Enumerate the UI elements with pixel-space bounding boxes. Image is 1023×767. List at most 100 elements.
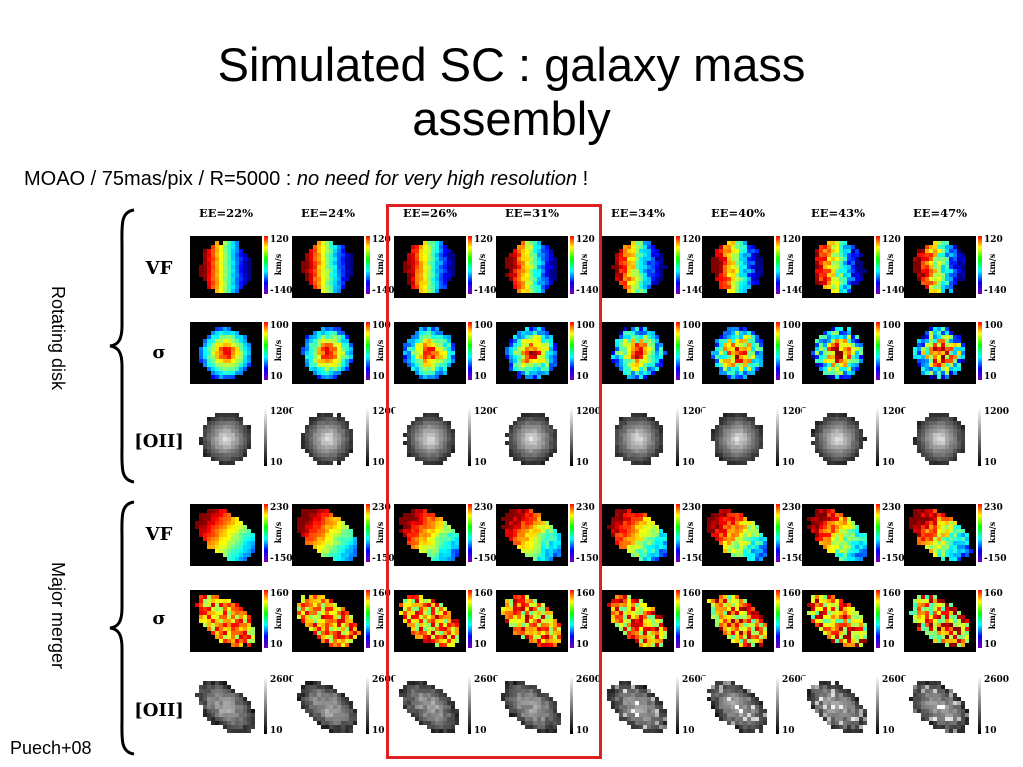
colorbar <box>776 676 779 734</box>
map-panel: 120 -140 km/s <box>394 235 497 298</box>
colorbar-max: 2600 <box>782 675 808 685</box>
merger-flux-map <box>190 676 262 738</box>
colorbar-max: 120 <box>576 235 595 245</box>
colorbar-max: 120 <box>682 235 701 245</box>
map-panel: 160 10 km/s <box>394 590 496 652</box>
colorbar <box>264 408 267 466</box>
map-panel: 230 -150 km/s <box>904 504 1007 566</box>
map-panel: 120 -140 km/s <box>602 235 705 298</box>
major-merger-brace <box>109 500 135 756</box>
colorbar-max: 120 <box>474 235 493 245</box>
colorbar-min: 10 <box>882 372 895 382</box>
colorbar-max: 230 <box>372 503 391 513</box>
colorbar-max: 230 <box>576 503 595 513</box>
map-panel: 120 -140 km/s <box>904 235 1007 298</box>
title-line-2: assembly <box>412 92 611 145</box>
colorbar-unit: km/s <box>785 607 796 630</box>
disk-flux-map <box>602 408 674 470</box>
colorbar <box>468 236 472 294</box>
row-label: σ <box>152 608 166 629</box>
colorbar <box>978 322 982 380</box>
map-panel: 2600 10 <box>292 676 397 738</box>
colorbar <box>468 504 472 562</box>
colorbar <box>570 504 574 562</box>
map-panel: 2600 10 <box>496 675 602 738</box>
colorbar <box>876 676 879 734</box>
colorbar-unit: km/s <box>987 521 998 544</box>
merger-dispersion-map <box>292 590 364 652</box>
colorbar-max: 100 <box>682 321 701 331</box>
merger-flux-map <box>802 676 874 738</box>
disk-dispersion-map <box>394 322 466 384</box>
colorbar-max: 120 <box>372 235 391 245</box>
slide-title: Simulated SC : galaxy mass assembly <box>0 38 1023 146</box>
colorbar-max: 230 <box>782 503 801 513</box>
disk-dispersion-map <box>702 322 774 384</box>
colorbar-unit: km/s <box>273 253 284 276</box>
title-line-1: Simulated SC : galaxy mass <box>217 38 806 91</box>
colorbar-max: 2600 <box>474 675 500 685</box>
map-panel: 230 -150 km/s <box>702 503 805 566</box>
disk-dispersion-map <box>602 322 674 384</box>
column-header: EE=47% <box>912 206 968 220</box>
map-panel: 1200 10 <box>904 407 1010 470</box>
colorbar-max: 2600 <box>270 675 296 685</box>
row-label: [OII] <box>134 431 184 452</box>
rotating-disk-label: Rotating disk <box>48 286 68 391</box>
colorbar-unit: km/s <box>685 521 696 544</box>
disk-flux-map <box>802 408 874 470</box>
colorbar-unit: km/s <box>785 521 796 544</box>
colorbar-min: -140 <box>984 286 1007 296</box>
colorbar-min: -150 <box>984 554 1007 564</box>
merger-flux-map <box>292 676 364 738</box>
column-header: EE=26% <box>402 206 458 220</box>
colorbar-min: 10 <box>984 458 997 468</box>
disk-velocity-map <box>802 236 874 298</box>
disk-velocity-map <box>602 236 674 298</box>
colorbar <box>366 676 369 734</box>
colorbar-min: -150 <box>882 554 905 564</box>
colorbar-max: 120 <box>984 235 1003 245</box>
colorbar-max: 1200 <box>270 407 296 417</box>
map-panel: 2600 10 <box>802 676 907 738</box>
map-panel: 1200 10 <box>702 408 807 470</box>
disk-velocity-map <box>292 236 364 298</box>
column-header: EE=31% <box>504 206 560 220</box>
colorbar-min: 10 <box>882 458 895 468</box>
colorbar-min: 10 <box>682 458 695 468</box>
colorbar <box>264 590 268 648</box>
disk-velocity-map <box>702 236 774 298</box>
colorbar-min: -150 <box>576 554 599 564</box>
map-panel: 160 10 km/s <box>802 590 904 652</box>
colorbar <box>264 504 268 562</box>
colorbar-max: 160 <box>882 589 901 599</box>
colorbar-min: -150 <box>474 554 497 564</box>
colorbar-min: 10 <box>270 726 283 736</box>
disk-flux-map <box>190 408 262 470</box>
slide-subtitle: MOAO / 75mas/pix / R=5000 : no need for … <box>24 168 588 191</box>
colorbar-min: 10 <box>576 640 589 650</box>
map-panel: 100 10 km/s <box>904 322 1006 384</box>
colorbar-max: 230 <box>682 503 701 513</box>
colorbar-unit: km/s <box>885 339 896 362</box>
merger-velocity-map <box>496 504 568 566</box>
map-panel: 160 10 km/s <box>904 590 1006 652</box>
colorbar-unit: km/s <box>273 339 284 362</box>
colorbar-min: -140 <box>270 286 293 296</box>
colorbar-min: 10 <box>682 640 695 650</box>
colorbar-min: -140 <box>372 286 395 296</box>
colorbar-min: 10 <box>682 372 695 382</box>
map-panel: 230 -150 km/s <box>292 503 395 566</box>
colorbar <box>776 590 780 648</box>
colorbar-min: -140 <box>576 286 599 296</box>
merger-velocity-map <box>190 504 262 566</box>
disk-flux-map <box>394 408 466 470</box>
colorbar-min: 10 <box>576 372 589 382</box>
colorbar-max: 2600 <box>576 675 602 685</box>
disk-velocity-map <box>190 236 262 298</box>
colorbar-unit: km/s <box>885 521 896 544</box>
colorbar <box>570 676 573 734</box>
colorbar-min: 10 <box>372 372 385 382</box>
colorbar-max: 1200 <box>984 407 1010 417</box>
colorbar-max: 1200 <box>576 407 602 417</box>
